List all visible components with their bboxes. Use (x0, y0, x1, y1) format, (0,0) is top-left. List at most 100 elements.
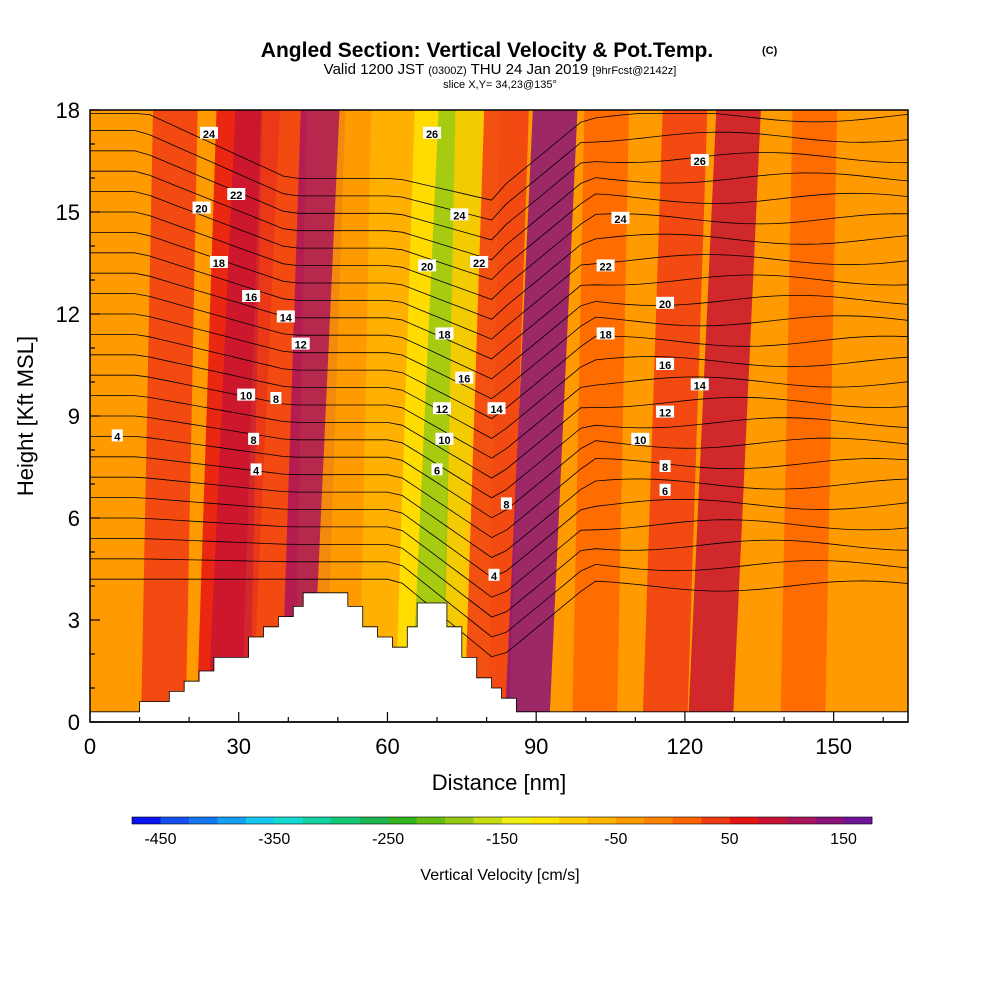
contour-label-bg (690, 378, 709, 391)
isentrope-line (90, 395, 908, 479)
colorbar-label: -350 (258, 831, 290, 848)
contour-label-bg (455, 371, 474, 384)
x-tick-label: 0 (84, 734, 96, 759)
colorbar-swatch (644, 817, 674, 824)
contour-label-bg (656, 358, 675, 370)
velocity-band (688, 110, 761, 722)
colorbar-swatch (758, 817, 787, 824)
contour-label: 12 (659, 408, 671, 420)
contour-label: 16 (458, 374, 470, 386)
contour-label: 4 (491, 571, 498, 583)
contour-label-bg (656, 405, 675, 418)
colorbar-label: -250 (372, 831, 404, 848)
colorbar-swatch (558, 817, 588, 824)
colorbar-label: -50 (604, 831, 627, 848)
contour-label: 6 (434, 465, 440, 477)
colorbar: -450 -350 -250 -150 -50 50 150 (131, 816, 873, 848)
contour-label-bg (659, 460, 671, 472)
colorbar-label: 50 (721, 831, 739, 848)
contour-label: 14 (490, 404, 503, 416)
contour-label-bg (656, 296, 675, 309)
contour-label: 8 (662, 462, 668, 474)
isentrope-line (90, 476, 908, 558)
x-tick-label: 150 (815, 734, 852, 759)
contour-label-bg (450, 208, 469, 221)
isentrope-line (90, 354, 908, 439)
velocity-band (504, 110, 578, 722)
isentrope-line (90, 252, 908, 340)
colorbar-swatch (445, 817, 474, 824)
velocity-band (141, 110, 198, 722)
contour-label-bg (500, 497, 512, 510)
y-tick-label: 12 (56, 302, 80, 327)
isentrope-line (90, 456, 908, 539)
contour-label-bg (431, 463, 443, 476)
contour-label-bg (111, 429, 123, 442)
velocity-band (572, 110, 629, 722)
y-tick-label: 15 (56, 200, 80, 225)
colorbar-swatch (701, 817, 730, 824)
contour-label: 24 (203, 129, 216, 141)
contour-label-bg (199, 126, 218, 139)
isentrope-line (90, 211, 908, 300)
colorbar-swatch (217, 817, 247, 824)
contour-label: 22 (599, 261, 611, 273)
isentrope-line (90, 150, 908, 241)
chart-title-mark: (C) (762, 45, 778, 57)
subtitle-forecast: [9hrFcst@2142z] (592, 65, 676, 77)
subtitle-valid: Valid 1200 JST (324, 61, 424, 78)
colorbar-swatch (843, 817, 873, 824)
contour-label-bg (276, 310, 295, 323)
contour-labels: 4 24 22 20 18 16 14 12 10 8 8 4 26 24 22 20 18 16 12 14 10 6 8… (111, 126, 709, 583)
y-axis-title: Height [Kft MSL] (13, 336, 38, 496)
isentrope-line (90, 374, 908, 459)
velocity-band (780, 110, 838, 722)
contour-label-bg (209, 256, 228, 268)
contour-label-bg (250, 463, 262, 476)
contour-label-bg (435, 432, 454, 445)
subtitle-date: THU 24 Jan 2019 (471, 61, 589, 78)
contour-label: 4 (114, 431, 121, 443)
x-tick-label: 120 (667, 734, 704, 759)
isentrope-line (90, 191, 908, 281)
contour-label-bg (248, 432, 260, 445)
contour-label-bg (418, 259, 437, 272)
isentrope-line (90, 558, 908, 638)
contour-label: 12 (295, 340, 307, 352)
contour-label-bg (242, 290, 261, 302)
contour-label: 22 (473, 258, 485, 270)
colorbar-swatch (615, 817, 645, 824)
contour-label-bg (435, 327, 454, 340)
contour-label: 18 (438, 329, 450, 341)
chart-title: Angled Section: Vertical Velocity & Pot.… (261, 39, 713, 62)
contour-label: 20 (195, 204, 207, 216)
contour-label-bg (596, 259, 615, 272)
colorbar-swatch (245, 817, 275, 824)
colorbar-swatch (530, 817, 560, 824)
contour-label-bg (487, 402, 506, 415)
colorbar-label: 150 (830, 831, 857, 848)
subtitle: Valid 1200 JST (0300Z) THU 24 Jan 2019 [… (324, 61, 677, 78)
contour-label: 20 (421, 261, 433, 273)
contour-label-bg (270, 392, 282, 404)
isentrope-line (90, 578, 908, 658)
contour-label: 22 (230, 190, 242, 202)
y-tick-label: 18 (56, 98, 80, 123)
isentrope-line (90, 113, 908, 201)
isentrope-line (90, 517, 908, 598)
contour-label-bg (596, 327, 615, 340)
y-tick-label: 9 (68, 404, 80, 429)
contour-label: 14 (280, 312, 293, 324)
contour-label: 26 (426, 129, 438, 141)
contour-label: 10 (240, 391, 252, 403)
colorbar-swatch (729, 817, 759, 824)
subtitle-utc: (0300Z) (428, 65, 467, 77)
contour-label-bg (227, 188, 246, 200)
contour-label-bg (291, 337, 310, 350)
contour-label: 16 (245, 292, 257, 304)
contour-label: 14 (694, 380, 707, 392)
contour-label: 8 (273, 394, 279, 406)
contour-label-bg (659, 483, 671, 496)
colorbar-swatch (188, 817, 218, 824)
contour-label: 6 (662, 486, 668, 498)
